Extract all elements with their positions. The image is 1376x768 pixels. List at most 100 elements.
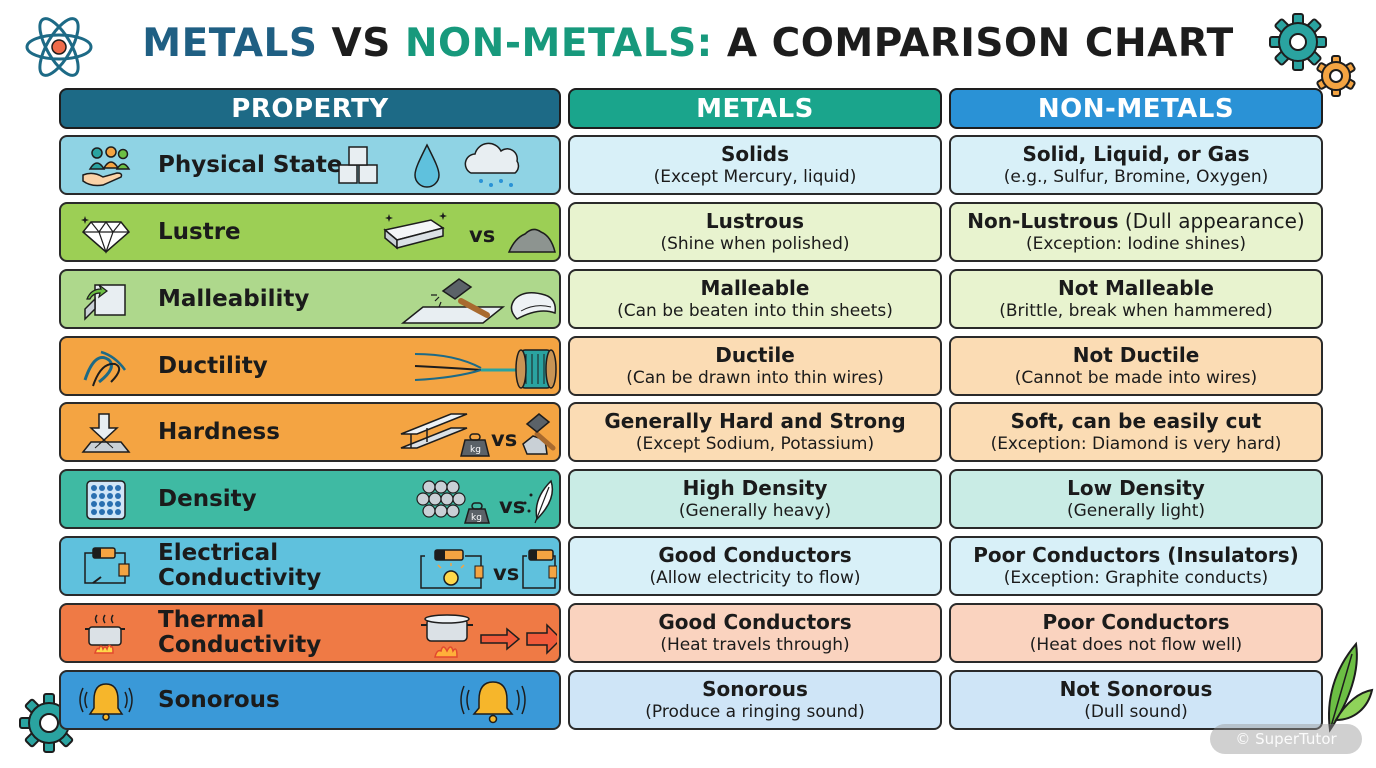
wires-icon xyxy=(83,350,127,387)
property-cell: Density kg vs xyxy=(59,469,561,529)
nonmetals-main: Solid, Liquid, or Gas xyxy=(1022,142,1250,166)
title-nonmetals: NON-METALS: xyxy=(404,21,713,66)
foil-sheets-icon xyxy=(510,292,557,320)
malleability-illustration xyxy=(400,278,557,324)
property-cell: Lustre vs xyxy=(59,202,561,262)
metals-sub: (Produce a ringing sound) xyxy=(645,702,865,722)
pot-steam-icon xyxy=(85,614,125,654)
open-circuit-icon xyxy=(522,549,557,589)
row-electrical-conductivity: Electrical Conductivity vs xyxy=(0,536,1376,596)
title-metals: METALS xyxy=(142,21,318,66)
metals-main: Malleable xyxy=(700,276,810,300)
ductility-illustration xyxy=(414,349,557,389)
header-nonmetals: NON-METALS xyxy=(949,88,1323,129)
hardness-illustration: kg vs xyxy=(400,413,556,457)
circuit-icon xyxy=(84,547,130,584)
property-label: Malleability xyxy=(158,285,310,312)
metal-bar-icon xyxy=(383,212,447,250)
nonmetals-cell: Not Sonorous (Dull sound) xyxy=(949,670,1323,730)
nonmetals-sub: (e.g., Sulfur, Bromine, Oxygen) xyxy=(1003,167,1269,187)
property-cell: Sonorous xyxy=(59,670,561,730)
metals-cell: High Density (Generally heavy) xyxy=(568,469,942,529)
metals-sub: (Shine when polished) xyxy=(660,234,850,254)
property-cell: Hardness kg vs xyxy=(59,402,561,462)
nonmetals-main-wrap: Poor Conductors xyxy=(1042,610,1229,634)
weight-icon: kg xyxy=(464,502,490,524)
metals-main: High Density xyxy=(682,476,828,500)
nonmetals-cell: Poor Conductors (Insulators) (Exception:… xyxy=(949,536,1323,596)
metals-cell: Good Conductors (Allow electricity to fl… xyxy=(568,536,942,596)
row-sonorous: Sonorous Sonorous (Produce a ringing sou… xyxy=(0,670,1376,730)
hammer-rock-icon xyxy=(522,413,556,455)
row-physical-state: Physical State Solids (Except Mercury, l… xyxy=(0,135,1376,195)
heat-arrow-icon xyxy=(480,627,521,651)
nonmetals-main: Not Ductile xyxy=(1072,343,1200,367)
row-malleability: Malleability Malleable (Can be beaten in… xyxy=(0,269,1376,329)
cloud-icon xyxy=(464,142,520,187)
row-density: Density kg vs xyxy=(0,469,1376,529)
metals-sub: (Generally heavy) xyxy=(678,501,832,521)
metal-balls-icon xyxy=(416,480,466,518)
nonmetals-cell: Soft, can be easily cut (Exception: Diam… xyxy=(949,402,1323,462)
metals-main: Generally Hard and Strong xyxy=(604,409,906,433)
nonmetals-cell: Not Malleable (Brittle, break when hamme… xyxy=(949,269,1323,329)
metals-cell: Solids (Except Mercury, liquid) xyxy=(568,135,942,195)
gears-icon xyxy=(1269,13,1356,97)
nonmetals-cell: Poor Conductors (Heat does not flow well… xyxy=(949,603,1323,663)
nonmetals-main-wrap: Non-Lustrous (Dull appearance) xyxy=(967,209,1304,233)
nonmetals-main: Non-Lustrous xyxy=(967,209,1119,233)
nonmetals-main-wrap: Not Sonorous xyxy=(1060,677,1213,701)
nonmetals-sub: (Exception: Graphite conducts) xyxy=(1003,568,1269,588)
header-property: PROPERTY xyxy=(59,88,561,129)
metals-main: Ductile xyxy=(715,343,795,367)
density-illustration: kg vs xyxy=(416,479,554,524)
property-cell: Thermal Conductivity xyxy=(59,603,561,663)
dull-powder-icon xyxy=(507,228,556,253)
property-label: Hardness xyxy=(158,418,280,445)
heat-arrow-icon xyxy=(526,623,557,655)
nonmetals-cell: Non-Lustrous (Dull appearance) (Exceptio… xyxy=(949,202,1323,262)
nonmetals-main: Low Density xyxy=(1067,476,1205,500)
header-metals: METALS xyxy=(568,88,942,129)
metals-cell: Sonorous (Produce a ringing sound) xyxy=(568,670,942,730)
metals-sub: (Allow electricity to flow) xyxy=(649,568,861,588)
nonmetals-main: Poor Conductors (Insulators) xyxy=(973,543,1299,567)
metals-sub: (Except Sodium, Potassium) xyxy=(635,434,875,454)
property-label: Ductility xyxy=(158,352,268,379)
atom-grid-icon xyxy=(86,480,126,520)
press-arrow-icon xyxy=(81,413,131,453)
lit-bulb-circuit-icon xyxy=(420,549,484,589)
sonorous-illustration xyxy=(460,681,526,724)
nonmetals-sub: (Generally light) xyxy=(1066,501,1206,521)
metals-sub: (Can be drawn into thin wires) xyxy=(626,368,884,388)
property-label: Electrical Conductivity xyxy=(158,540,322,591)
hammer-sheet-icon xyxy=(400,278,506,324)
sheet-bend-icon xyxy=(84,284,126,321)
page-title: METALS VS NON-METALS: A COMPARISON CHART xyxy=(0,18,1376,70)
nonmetals-main-wrap: Poor Conductors (Insulators) xyxy=(973,543,1299,567)
title-vs: VS xyxy=(317,21,405,66)
row-hardness: Hardness kg vs xyxy=(0,402,1376,462)
property-cell: Malleability xyxy=(59,269,561,329)
heated-pot-icon xyxy=(421,614,473,658)
nonmetals-sub: (Heat does not flow well) xyxy=(1029,635,1243,655)
property-cell: Physical State xyxy=(59,135,561,195)
lustre-illustration: vs xyxy=(383,212,556,253)
nonmetals-main: Poor Conductors xyxy=(1042,610,1230,634)
people-hand-icon xyxy=(82,146,131,187)
thermal-illustration xyxy=(421,614,557,658)
row-ductility: Ductility Ductile (Can be drawn into thi xyxy=(0,336,1376,396)
metals-sub: (Except Mercury, liquid) xyxy=(653,167,857,187)
property-label: Lustre xyxy=(158,218,241,245)
weight-icon: kg xyxy=(460,433,490,457)
nonmetals-main: Not Sonorous xyxy=(1059,677,1213,701)
nonmetals-sub: (Cannot be made into wires) xyxy=(1014,368,1258,388)
metals-main: Lustrous xyxy=(705,209,805,233)
property-cell: Electrical Conductivity vs xyxy=(59,536,561,596)
nonmetals-sub: (Brittle, break when hammered) xyxy=(999,301,1273,321)
water-drop-icon xyxy=(414,143,440,188)
metals-cell: Lustrous (Shine when polished) xyxy=(568,202,942,262)
wire-spool-icon xyxy=(515,349,557,389)
metals-sub: (Can be beaten into thin sheets) xyxy=(617,301,893,321)
metals-cell: Ductile (Can be drawn into thin wires) xyxy=(568,336,942,396)
